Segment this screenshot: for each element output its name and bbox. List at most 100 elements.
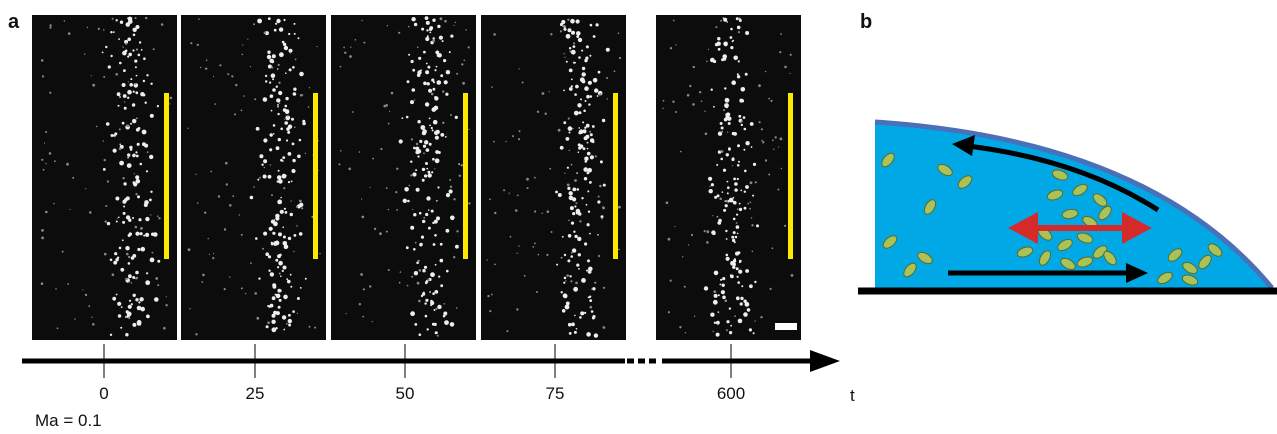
particle [428, 142, 432, 146]
particle [729, 36, 733, 39]
particle [456, 307, 458, 309]
particle [735, 296, 740, 301]
particle [434, 158, 440, 164]
particle [613, 70, 616, 73]
particle [66, 162, 69, 166]
cell [1076, 256, 1094, 268]
particle [700, 100, 703, 102]
particle [508, 192, 510, 194]
particle [253, 23, 255, 26]
particle [453, 24, 455, 26]
particle [279, 209, 284, 214]
particle [749, 181, 753, 185]
particle [160, 23, 164, 26]
particle [371, 321, 373, 323]
particle [103, 29, 105, 31]
particle [730, 46, 734, 50]
particle [140, 92, 145, 97]
particle [126, 311, 132, 317]
particle [267, 305, 270, 307]
particle [276, 175, 282, 180]
particle [358, 303, 362, 306]
particle [574, 314, 576, 317]
particle [129, 145, 133, 150]
particle [714, 195, 718, 199]
particle [720, 278, 723, 281]
particle [270, 243, 274, 246]
cell [881, 152, 895, 168]
particle [491, 86, 493, 88]
particle [140, 246, 146, 252]
particle [430, 304, 433, 307]
particle [122, 94, 127, 98]
particle [723, 109, 725, 111]
micrograph [481, 15, 626, 340]
particle [717, 131, 723, 136]
particle [434, 263, 437, 266]
particle [422, 291, 425, 294]
particle [450, 34, 454, 38]
particle [67, 32, 71, 35]
particle [725, 256, 730, 261]
particle [422, 269, 426, 273]
particle [724, 299, 728, 303]
particle [433, 219, 438, 224]
particle [564, 172, 566, 174]
particle [287, 115, 289, 118]
particle [40, 59, 44, 62]
particle [550, 33, 553, 36]
particle [146, 74, 149, 77]
particle [92, 323, 95, 326]
particle [410, 138, 413, 141]
particle [727, 131, 729, 133]
particle [586, 223, 590, 227]
particle [127, 156, 129, 159]
particle [210, 170, 213, 173]
particle [281, 40, 285, 44]
particle [89, 211, 92, 214]
particle [212, 75, 215, 78]
particle [573, 230, 576, 233]
particle [455, 244, 459, 249]
particle [541, 212, 543, 214]
particle [103, 158, 106, 162]
particle [308, 325, 311, 328]
particle [169, 103, 171, 105]
particle [739, 17, 741, 20]
particle [284, 211, 288, 214]
particle [278, 102, 281, 105]
particle [707, 48, 710, 51]
particle [401, 117, 404, 119]
particle [304, 277, 307, 280]
particle [586, 269, 588, 272]
particle [150, 214, 152, 216]
particle [314, 326, 317, 329]
particle [434, 135, 439, 140]
particle [125, 333, 129, 337]
particle [285, 96, 289, 101]
particle [600, 215, 604, 219]
droplet-surface [874, 119, 1274, 290]
particle [487, 294, 490, 298]
cell [1072, 183, 1088, 197]
particle [151, 232, 155, 236]
particle [271, 319, 276, 324]
cell [903, 262, 917, 278]
particle [418, 211, 422, 215]
particle [135, 298, 139, 302]
particle [278, 179, 283, 184]
particle [308, 87, 311, 89]
particle [125, 215, 131, 220]
cell [1157, 271, 1173, 285]
particle [443, 311, 448, 316]
particle [118, 216, 120, 219]
particle [126, 163, 132, 169]
particle [124, 39, 129, 44]
particle [789, 72, 791, 74]
particle [415, 187, 420, 192]
particle [581, 197, 584, 200]
particle [727, 116, 732, 121]
particle [518, 245, 520, 247]
particle [424, 174, 428, 178]
particle [339, 65, 342, 68]
